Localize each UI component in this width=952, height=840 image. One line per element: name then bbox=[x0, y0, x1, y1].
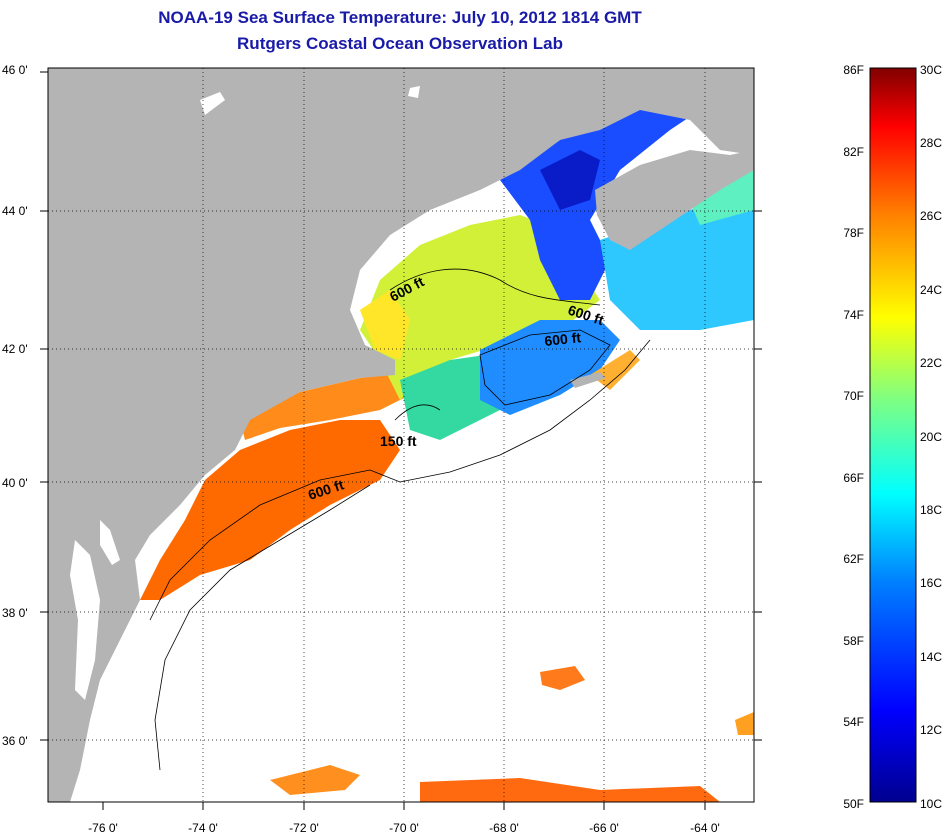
f-label-62: 62F bbox=[843, 552, 864, 566]
contour-gom-600ft bbox=[389, 268, 601, 306]
lon-label-70: -70 0' bbox=[389, 821, 419, 835]
map-title: NOAA-19 Sea Surface Temperature: July 10… bbox=[158, 8, 642, 27]
lat-label-42: 42 0' bbox=[2, 342, 28, 356]
c-label-10: 10C bbox=[920, 797, 942, 811]
c-label-20: 20C bbox=[920, 430, 942, 444]
sst-fundy-deep-blue bbox=[540, 150, 600, 210]
f-label-58: 58F bbox=[843, 634, 864, 648]
c-label-28: 28C bbox=[920, 136, 942, 150]
longitude-labels: -76 0' -74 0' -72 0' -70 0' -68 0' -66 0… bbox=[88, 821, 720, 835]
c-label-26: 26C bbox=[920, 209, 942, 223]
f-label-70: 70F bbox=[843, 389, 864, 403]
c-label-12: 12C bbox=[920, 723, 942, 737]
c-label-14: 14C bbox=[920, 650, 942, 664]
lake-champlain bbox=[200, 92, 225, 115]
f-label-54: 54F bbox=[843, 715, 864, 729]
c-label-16: 16C bbox=[920, 576, 942, 590]
contour-slope bbox=[154, 484, 371, 771]
lat-label-38: 38 0' bbox=[2, 606, 28, 620]
lake-maine bbox=[408, 86, 420, 98]
contour-label-georges: 600 ft bbox=[544, 329, 582, 349]
lon-label-72: -72 0' bbox=[289, 821, 319, 835]
contour-150ft bbox=[394, 404, 441, 421]
sst-warm-li-sound bbox=[240, 372, 410, 440]
f-label-86: 86F bbox=[843, 63, 864, 77]
f-label-78: 78F bbox=[843, 226, 864, 240]
lon-label-74: -74 0' bbox=[188, 821, 218, 835]
sst-warm-shelf bbox=[140, 420, 400, 600]
sst-cape-cod-bay bbox=[360, 290, 410, 360]
lon-label-64: -64 0' bbox=[690, 821, 720, 835]
map-frame bbox=[47, 67, 755, 803]
map-panel bbox=[48, 68, 754, 802]
nova-scotia-land bbox=[595, 150, 754, 250]
temperature-colorbar: 86F 82F 78F 74F 70F 66F 62F 58F 54F 50F … bbox=[843, 63, 942, 811]
inland-water-layer bbox=[70, 86, 420, 700]
sst-gulf-of-maine-yellow bbox=[360, 215, 600, 400]
latitude-labels: 46 0' 44 0' 42 0' 40 0' 38 0' 36 0' bbox=[2, 63, 28, 748]
f-label-50: 50F bbox=[843, 797, 864, 811]
sst-south-patch-2 bbox=[420, 778, 720, 802]
sst-scotian-shelf-cyan bbox=[600, 190, 754, 330]
lat-label-40: 40 0' bbox=[2, 476, 28, 490]
contour-georges-600ft bbox=[479, 329, 611, 406]
map-subtitle: Rutgers Coastal Ocean Observation Lab bbox=[237, 34, 563, 53]
colorbar-celsius-labels: 30C 28C 26C 24C 22C 20C 18C 16C 14C 12C … bbox=[920, 63, 942, 811]
c-label-22: 22C bbox=[920, 356, 942, 370]
f-label-66: 66F bbox=[843, 471, 864, 485]
contour-label-150: 150 ft bbox=[380, 433, 417, 449]
lat-label-46: 46 0' bbox=[2, 63, 28, 77]
sst-georges-basin-blue bbox=[480, 320, 620, 415]
c-label-30: 30C bbox=[920, 63, 942, 77]
delaware-bay bbox=[100, 520, 120, 565]
sst-south-patch-1 bbox=[270, 765, 360, 795]
chesapeake-bay bbox=[70, 540, 100, 700]
sst-shelf-edge-warm bbox=[590, 350, 640, 390]
lat-label-36: 36 0' bbox=[2, 734, 28, 748]
sst-east-patch bbox=[735, 712, 754, 735]
colorbar-gradient bbox=[869, 67, 917, 803]
f-label-74: 74F bbox=[843, 308, 864, 322]
lon-label-76: -76 0' bbox=[88, 821, 118, 835]
sst-gulf-stream-patch bbox=[540, 666, 585, 690]
north-america-land bbox=[48, 68, 754, 802]
c-label-24: 24C bbox=[920, 283, 942, 297]
land-layer bbox=[48, 68, 754, 802]
axis-ticks bbox=[40, 71, 762, 810]
lon-label-66: -66 0' bbox=[589, 821, 619, 835]
nantucket-shoals-land bbox=[570, 372, 606, 388]
lon-label-68: -68 0' bbox=[489, 821, 519, 835]
c-label-18: 18C bbox=[920, 503, 942, 517]
colorbar-fahrenheit-labels: 86F 82F 78F 74F 70F 66F 62F 58F 54F 50F bbox=[843, 63, 864, 811]
f-label-82: 82F bbox=[843, 145, 864, 159]
lat-label-44: 44 0' bbox=[2, 204, 28, 218]
graticule bbox=[48, 68, 754, 802]
